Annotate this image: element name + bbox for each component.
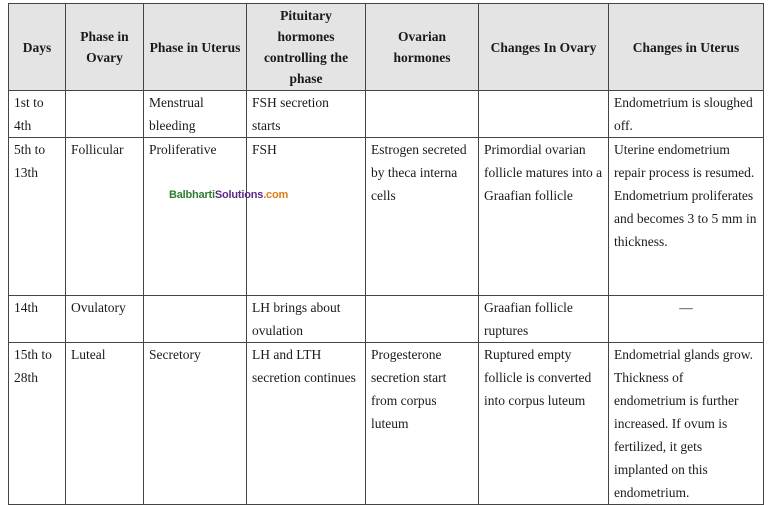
watermark: BalbhartiSolutions.com (169, 189, 288, 201)
table-row: 1st to 4th Menstrual bleeding FSH secret… (8, 90, 764, 138)
cell: Luteal (65, 342, 144, 505)
cell: 14th (8, 295, 66, 343)
cell: LH brings about ovulation (246, 295, 366, 343)
cell: Graafian follicle ruptures (478, 295, 609, 343)
cell: 1st to 4th (8, 90, 66, 138)
table-row: 14th Ovulatory LH brings about ovulation… (8, 295, 764, 343)
cell (365, 90, 479, 138)
cell: 5th to 13th (8, 137, 66, 296)
cell: Progesterone secretion start from corpus… (365, 342, 479, 505)
header-changes-ovary: Changes In Ovary (478, 3, 609, 91)
cell (143, 295, 247, 343)
cell: Uterine endometrium repair process is re… (608, 137, 764, 296)
cell: Endometrial glands grow. Thickness of en… (608, 342, 764, 505)
cell: Endometrium is sloughed off. (608, 90, 764, 138)
cell (478, 90, 609, 138)
table-row: 15th to 28th Luteal Secretory LH and LTH… (8, 342, 764, 505)
menstrual-cycle-table: Days Phase in Ovary Phase in Uterus Pitu… (8, 3, 764, 505)
cell: Primordial ovarian follicle matures into… (478, 137, 609, 296)
cell: LH and LTH secretion continues (246, 342, 366, 505)
cell: Menstrual bleeding (143, 90, 247, 138)
watermark-part: .com (263, 189, 289, 201)
watermark-part: Solutions (214, 189, 264, 201)
cell: Secretory (143, 342, 247, 505)
header-row: Days Phase in Ovary Phase in Uterus Pitu… (8, 3, 764, 91)
cell: Ovulatory (65, 295, 144, 343)
cell: 15th to 28th (8, 342, 66, 505)
header-phase-uterus: Phase in Uterus (143, 3, 247, 91)
cell: Estrogen secreted by theca interna cells (365, 137, 479, 296)
watermark-part: Balbharti (169, 189, 215, 201)
cell (65, 90, 144, 138)
cell: FSH secretion starts (246, 90, 366, 138)
cell: Follicular (65, 137, 144, 296)
cell: Proliferative (143, 137, 247, 296)
cell (365, 295, 479, 343)
table-row: 5th to 13th Follicular Proliferative FSH… (8, 137, 764, 296)
header-days: Days (8, 3, 66, 91)
header-changes-uterus: Changes in Uterus (608, 3, 764, 91)
header-ovarian-hormones: Ovarian hormones (365, 3, 479, 91)
header-pituitary-hormones: Pituitary hormones controlling the phase (246, 3, 366, 91)
cell: — (608, 295, 764, 343)
header-phase-ovary: Phase in Ovary (65, 3, 144, 91)
cell: FSH (246, 137, 366, 296)
cell: Ruptured empty follicle is converted int… (478, 342, 609, 505)
